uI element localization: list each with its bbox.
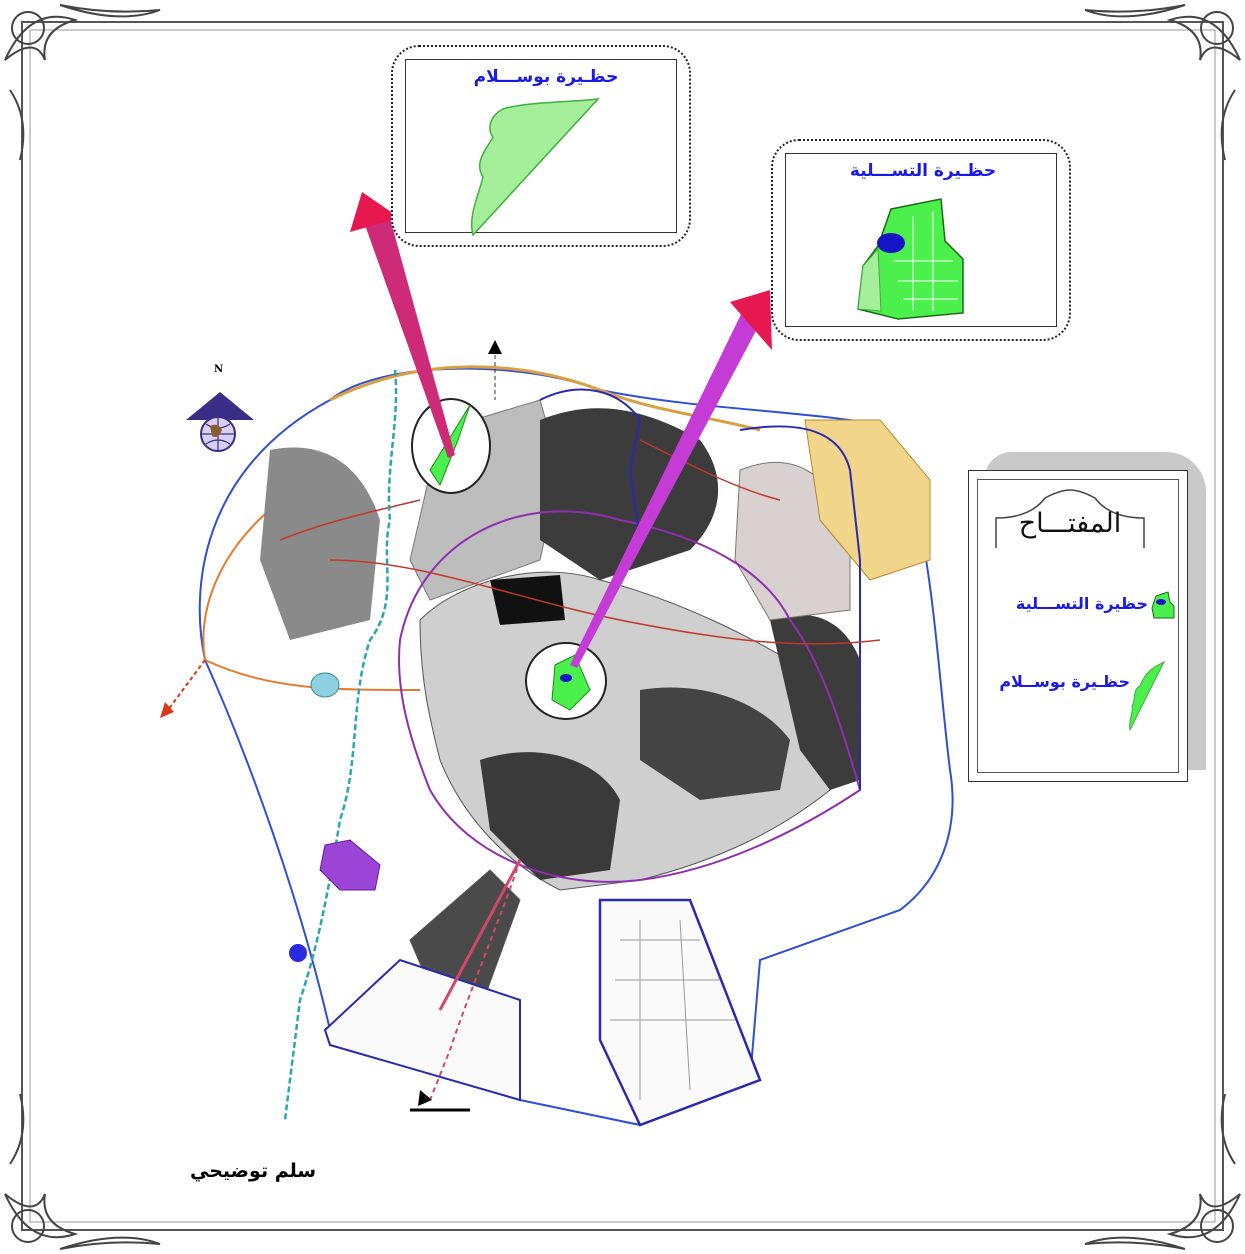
- southeast-district: [598, 898, 762, 1127]
- scale-label: سلم توضيحي: [190, 1160, 317, 1182]
- urban-dense-south: [480, 752, 620, 880]
- bousalam-callout-arrowhead: [350, 192, 400, 232]
- red-arterial-road: [329, 559, 881, 645]
- reservoir: [310, 672, 340, 698]
- west-road-arrow: [160, 702, 174, 718]
- purple-district: [319, 839, 381, 891]
- district-boundary-east: [739, 425, 861, 790]
- legend-item: حظـيرة بوســلام: [976, 660, 1178, 734]
- bousalam-park-icon: [1129, 660, 1166, 732]
- tasliya-map-lake: [560, 674, 572, 682]
- southeast-grid: [610, 919, 735, 1100]
- bousalam-callout-arrow: [365, 218, 455, 458]
- bousalam-inset-title: حظـيرة بوســـلام: [473, 67, 619, 87]
- tasliya-inset-title: حظـيرة التســـلية: [849, 161, 997, 181]
- blue-pond: [289, 944, 307, 962]
- urban-dense-north: [540, 408, 719, 580]
- north-label: N: [214, 364, 224, 375]
- bousalam-park-shape: [471, 98, 600, 237]
- legend-frame: [977, 479, 1179, 773]
- bousalam-inset: حظـيرة بوســـلام: [391, 45, 691, 247]
- district-boundary-central: [539, 388, 642, 541]
- wadi-river: [283, 369, 398, 1121]
- tasliya-callout-arrow: [570, 300, 766, 668]
- south-dashed-road: [429, 859, 521, 1101]
- north-axis-arrow: [488, 340, 502, 354]
- tasliya-map-park: [551, 654, 591, 711]
- southern-district-outline: [323, 958, 521, 1102]
- legend-item-label: حظيرة التســـلية: [1015, 594, 1148, 613]
- urban-dense-east: [770, 614, 860, 790]
- legend-title-frame: [995, 489, 1145, 548]
- tasliya-inset: حظـيرة التســـلية: [771, 139, 1071, 341]
- north-compass-icon: [186, 392, 254, 452]
- legend-item: حظيرة التســـلية: [976, 588, 1178, 628]
- magenta-road-south: [438, 859, 522, 1011]
- urban-west: [260, 447, 380, 640]
- urban-central-black: [490, 575, 565, 625]
- tasliya-callout-arrowhead: [730, 290, 772, 350]
- tasliya-park-shape: [857, 198, 964, 320]
- inset-frame: [405, 59, 677, 233]
- legend-title: المفتـــاح: [1018, 508, 1122, 539]
- west-road-exit: [167, 659, 206, 711]
- legend-item-label: حظـيرة بوســلام: [999, 672, 1130, 691]
- yellow-district: [804, 419, 931, 581]
- amusement-park-icon: [1151, 591, 1175, 619]
- red-arterial-road-2: [279, 439, 781, 541]
- south-axis-arrow: [418, 1090, 432, 1106]
- urban-dense-center: [640, 687, 790, 800]
